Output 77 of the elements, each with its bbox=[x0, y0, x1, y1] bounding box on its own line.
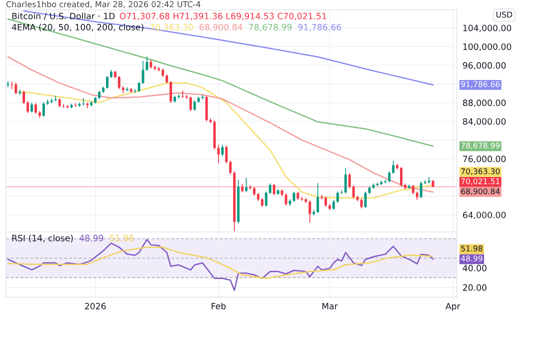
y-tick-label: 40.00 bbox=[462, 264, 486, 272]
y-tick-label: 100,000.00 bbox=[463, 43, 512, 51]
candlestick bbox=[420, 181, 422, 198]
candlestick bbox=[392, 160, 395, 174]
candlestick bbox=[30, 102, 33, 113]
candlestick bbox=[6, 80, 10, 88]
annotation: 48.99 bbox=[80, 234, 104, 242]
candlestick bbox=[134, 88, 136, 94]
annotation: 70,363.30 bbox=[150, 24, 193, 32]
annotation: 4EMA (20, 50, 100, 200, close) bbox=[12, 24, 144, 32]
candlestick bbox=[14, 82, 18, 95]
candlestick bbox=[118, 76, 120, 90]
chart-title: Bitcoin / U.S. Dollar · 1D bbox=[12, 12, 115, 20]
candlestick bbox=[272, 184, 276, 196]
candlestick bbox=[146, 56, 148, 72]
y-tick-label: 88,000.00 bbox=[462, 100, 506, 107]
x-tick-label: Feb bbox=[212, 302, 226, 310]
annotation: 91,786.66 bbox=[298, 24, 342, 32]
line-series bbox=[7, 56, 434, 193]
candlestick bbox=[348, 172, 351, 189]
y-tick-label: 76,000.00 bbox=[463, 156, 506, 164]
candlestick bbox=[205, 96, 208, 122]
candlestick bbox=[62, 104, 65, 108]
candlestick bbox=[412, 184, 414, 195]
candlestick bbox=[316, 182, 320, 214]
candlestick bbox=[268, 183, 272, 194]
candlestick bbox=[74, 102, 77, 108]
candlestick bbox=[352, 184, 355, 199]
candlestick bbox=[300, 196, 304, 202]
candlestick bbox=[292, 192, 296, 202]
candlestick bbox=[193, 100, 196, 112]
x-tick-label: 2026 bbox=[85, 302, 106, 310]
annotation: 51.98 bbox=[110, 234, 134, 242]
x-tick-label: Mar bbox=[322, 302, 338, 310]
candlestick bbox=[82, 98, 85, 106]
candlestick bbox=[34, 102, 37, 114]
candlestick bbox=[225, 145, 228, 164]
annotation: RSI (14, close) bbox=[12, 234, 73, 242]
line-series bbox=[7, 246, 434, 279]
candlestick bbox=[126, 86, 128, 92]
y-tick-label: 64,000.00 bbox=[462, 212, 506, 220]
annotation: 68,900.84 bbox=[200, 24, 242, 32]
candlestick bbox=[22, 90, 26, 104]
candlestick bbox=[138, 82, 140, 92]
candlestick bbox=[106, 76, 108, 90]
annotation: O71,307.68 H71,391.36 L69,914.53 C70,021.51 bbox=[120, 12, 326, 20]
candlestick bbox=[324, 196, 327, 208]
candlestick bbox=[344, 168, 347, 194]
candlestick bbox=[428, 176, 430, 184]
candlestick bbox=[170, 80, 172, 104]
candlestick bbox=[336, 191, 339, 204]
candlestick bbox=[400, 166, 402, 187]
candlestick bbox=[364, 191, 367, 208]
candlestick bbox=[388, 170, 391, 183]
y-tick-label: 84,000.00 bbox=[462, 118, 506, 126]
candlestick bbox=[340, 190, 343, 194]
candlestick bbox=[332, 199, 335, 210]
candlestick bbox=[26, 100, 30, 114]
annotation: 78,678.99 bbox=[249, 24, 292, 32]
candlestick bbox=[217, 144, 220, 164]
y-tick-label: 104,000.00 bbox=[463, 24, 512, 32]
candlestick bbox=[10, 81, 14, 90]
x-tick-label: Apr bbox=[445, 302, 460, 312]
y-tick-label: 96,000.00 bbox=[462, 62, 506, 70]
candlestick bbox=[376, 182, 379, 186]
y-tick-label: 20.00 bbox=[463, 284, 486, 291]
candlestick bbox=[189, 96, 192, 112]
candlestick bbox=[308, 200, 312, 224]
candlestick bbox=[201, 94, 204, 100]
candlestick bbox=[245, 178, 248, 192]
candlestick bbox=[54, 95, 57, 102]
candlestick bbox=[229, 160, 232, 175]
candlestick bbox=[42, 102, 45, 118]
candlestick bbox=[86, 102, 89, 109]
candlestick bbox=[221, 144, 224, 157]
text: Charles1hbo created, Mar 28, 2026 02:42 UTC-4 bbox=[6, 1, 200, 8]
candlestick bbox=[264, 191, 268, 207]
